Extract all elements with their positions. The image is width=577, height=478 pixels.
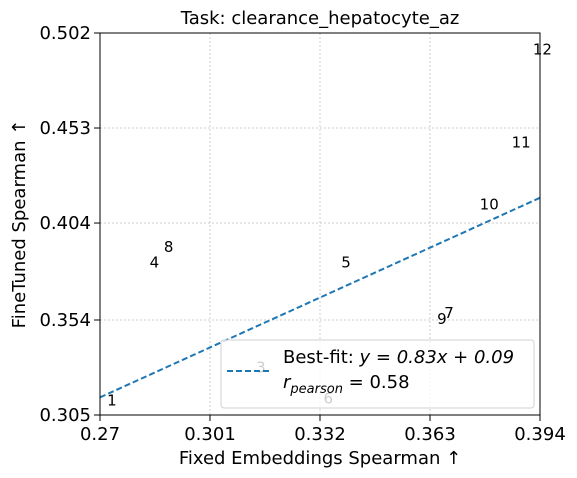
y-tick-label: 0.404 (39, 213, 91, 234)
point-label-9: 9 (437, 310, 447, 328)
y-axis-label: FineTuned Spearman ↑ (9, 120, 30, 329)
grid-lines (100, 33, 540, 415)
y-tick-label: 0.453 (39, 118, 91, 139)
point-label-1: 1 (107, 391, 117, 409)
y-tick-label: 0.354 (39, 310, 91, 331)
chart-title: Task: clearance_hepatocyte_az (180, 8, 460, 29)
x-axis-label: Fixed Embeddings Spearman ↑ (179, 448, 461, 469)
point-label-12: 12 (533, 40, 552, 58)
x-tick-label: 0.27 (80, 424, 120, 445)
point-label-4: 4 (150, 254, 160, 272)
y-axis-ticks: 0.305 0.354 0.404 0.453 0.502 (39, 23, 100, 426)
legend-pearson-entry: rpearson = 0.58 (283, 372, 410, 397)
point-label-10: 10 (480, 195, 499, 213)
x-tick-label: 0.301 (184, 424, 236, 445)
legend-fit-equation: y = 0.83x + 0.09 (359, 347, 515, 368)
legend-fit-prefix: Best-fit: (283, 347, 360, 368)
point-label-11: 11 (512, 133, 531, 151)
point-label-8: 8 (164, 238, 174, 256)
y-tick-label: 0.305 (39, 405, 91, 426)
x-tick-label: 0.363 (404, 424, 456, 445)
x-axis-ticks: 0.27 0.301 0.332 0.363 0.394 (80, 415, 566, 445)
x-tick-label: 0.332 (294, 424, 346, 445)
point-label-5: 5 (341, 254, 351, 272)
legend-box (220, 339, 535, 409)
legend-fit-entry: Best-fit: y = 0.83x + 0.09 (283, 347, 514, 368)
y-tick-label: 0.502 (39, 23, 91, 44)
point-label-7: 7 (444, 304, 454, 322)
legend-r-subscript: pearson (289, 382, 343, 397)
legend: Best-fit: y = 0.83x + 0.09 rpearson = 0.… (220, 339, 535, 409)
legend-r-symbol: r (283, 372, 292, 393)
x-tick-label: 0.394 (514, 424, 566, 445)
legend-r-value: = 0.58 (343, 372, 410, 393)
